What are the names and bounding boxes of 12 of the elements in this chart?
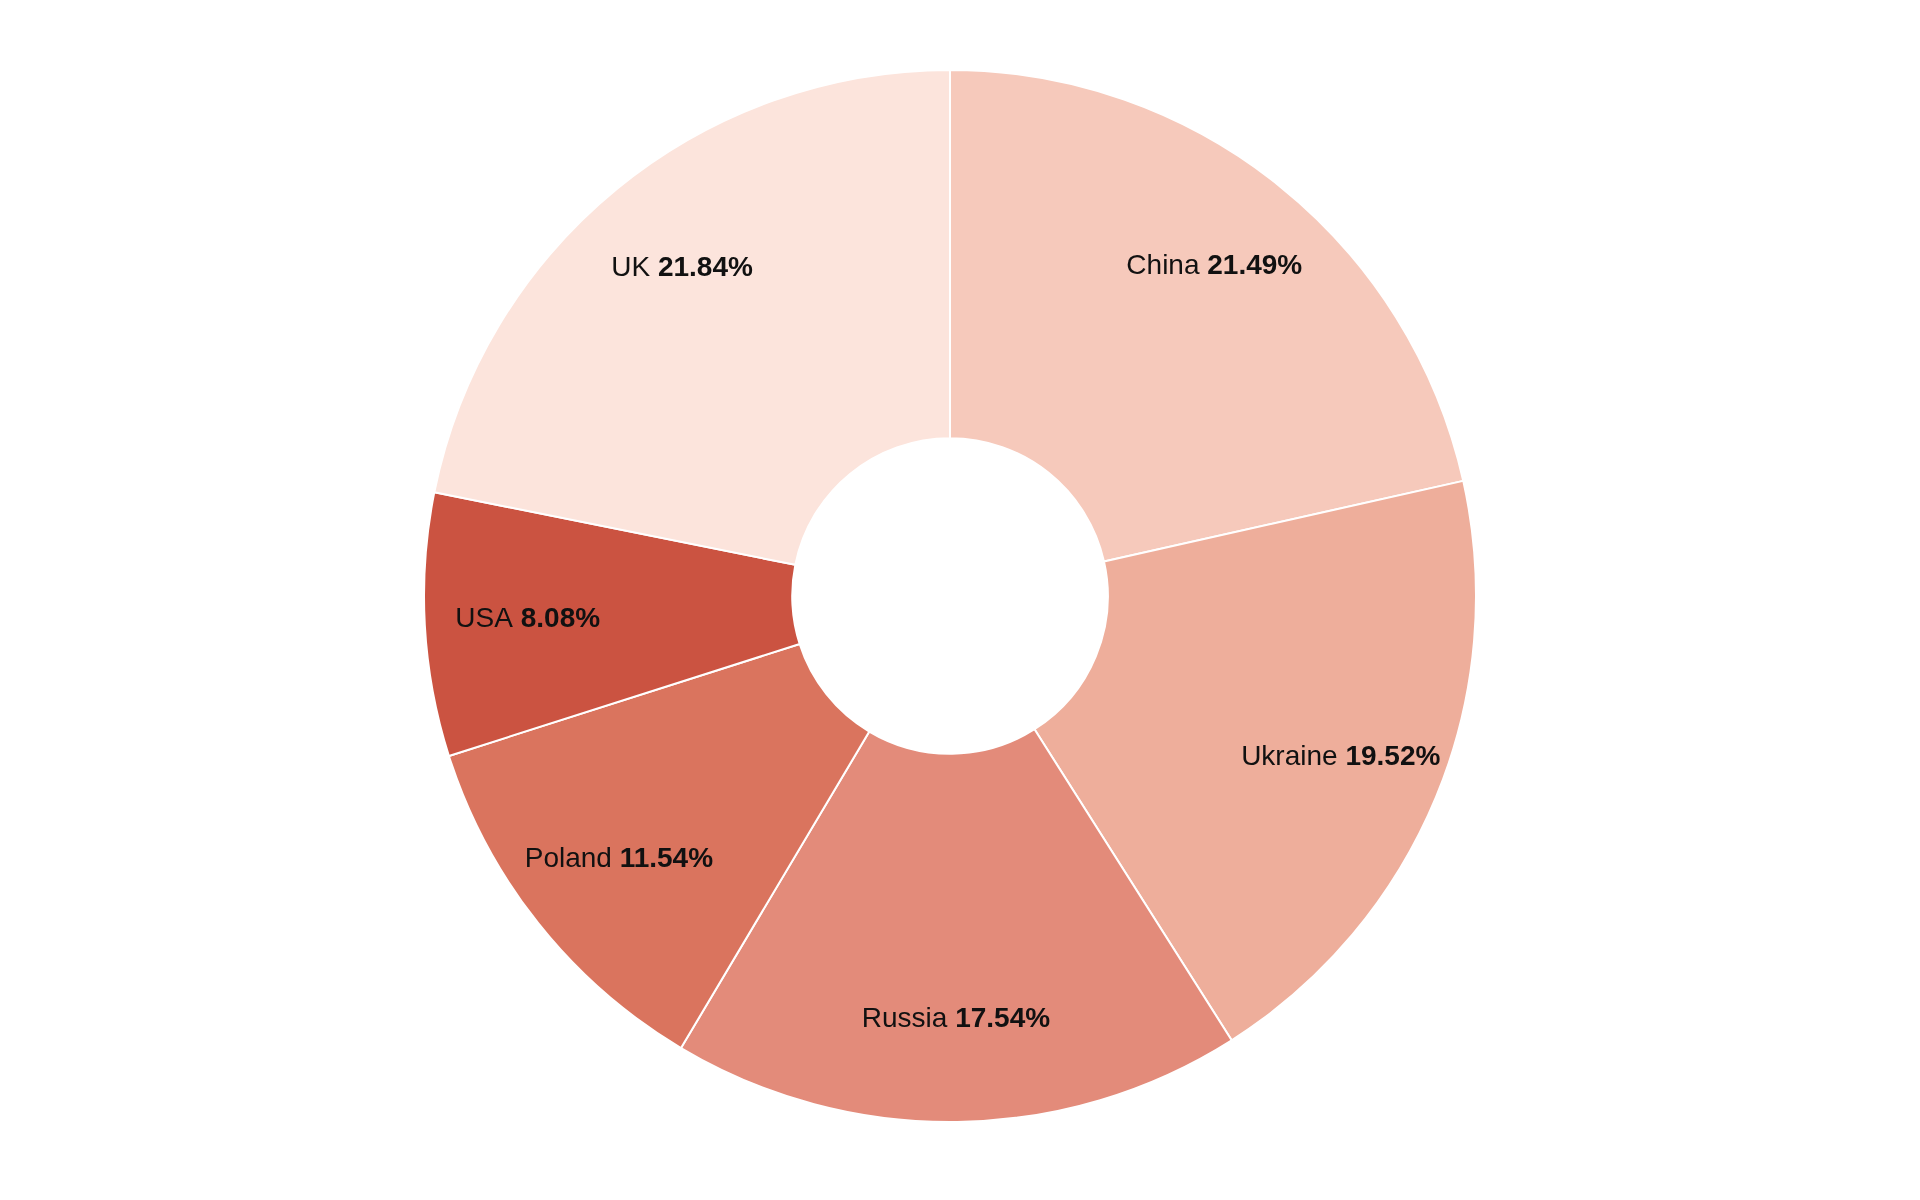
slice-label: USA <box>455 602 520 634</box>
slice-label: Poland <box>524 841 620 873</box>
slice-label: China <box>1126 248 1208 280</box>
data-label: 21.49% <box>1207 248 1303 280</box>
data-label: 17.54% <box>955 1001 1051 1033</box>
data-label: 11.54% <box>619 841 714 873</box>
data-label: 19.52% <box>1345 740 1441 772</box>
slice-label: UK <box>611 251 658 283</box>
data-label: 21.84% <box>657 251 754 283</box>
slice-label: Russia <box>861 1001 956 1033</box>
data-label: 8.08% <box>520 602 601 634</box>
slice-label: Ukraine <box>1241 740 1346 772</box>
